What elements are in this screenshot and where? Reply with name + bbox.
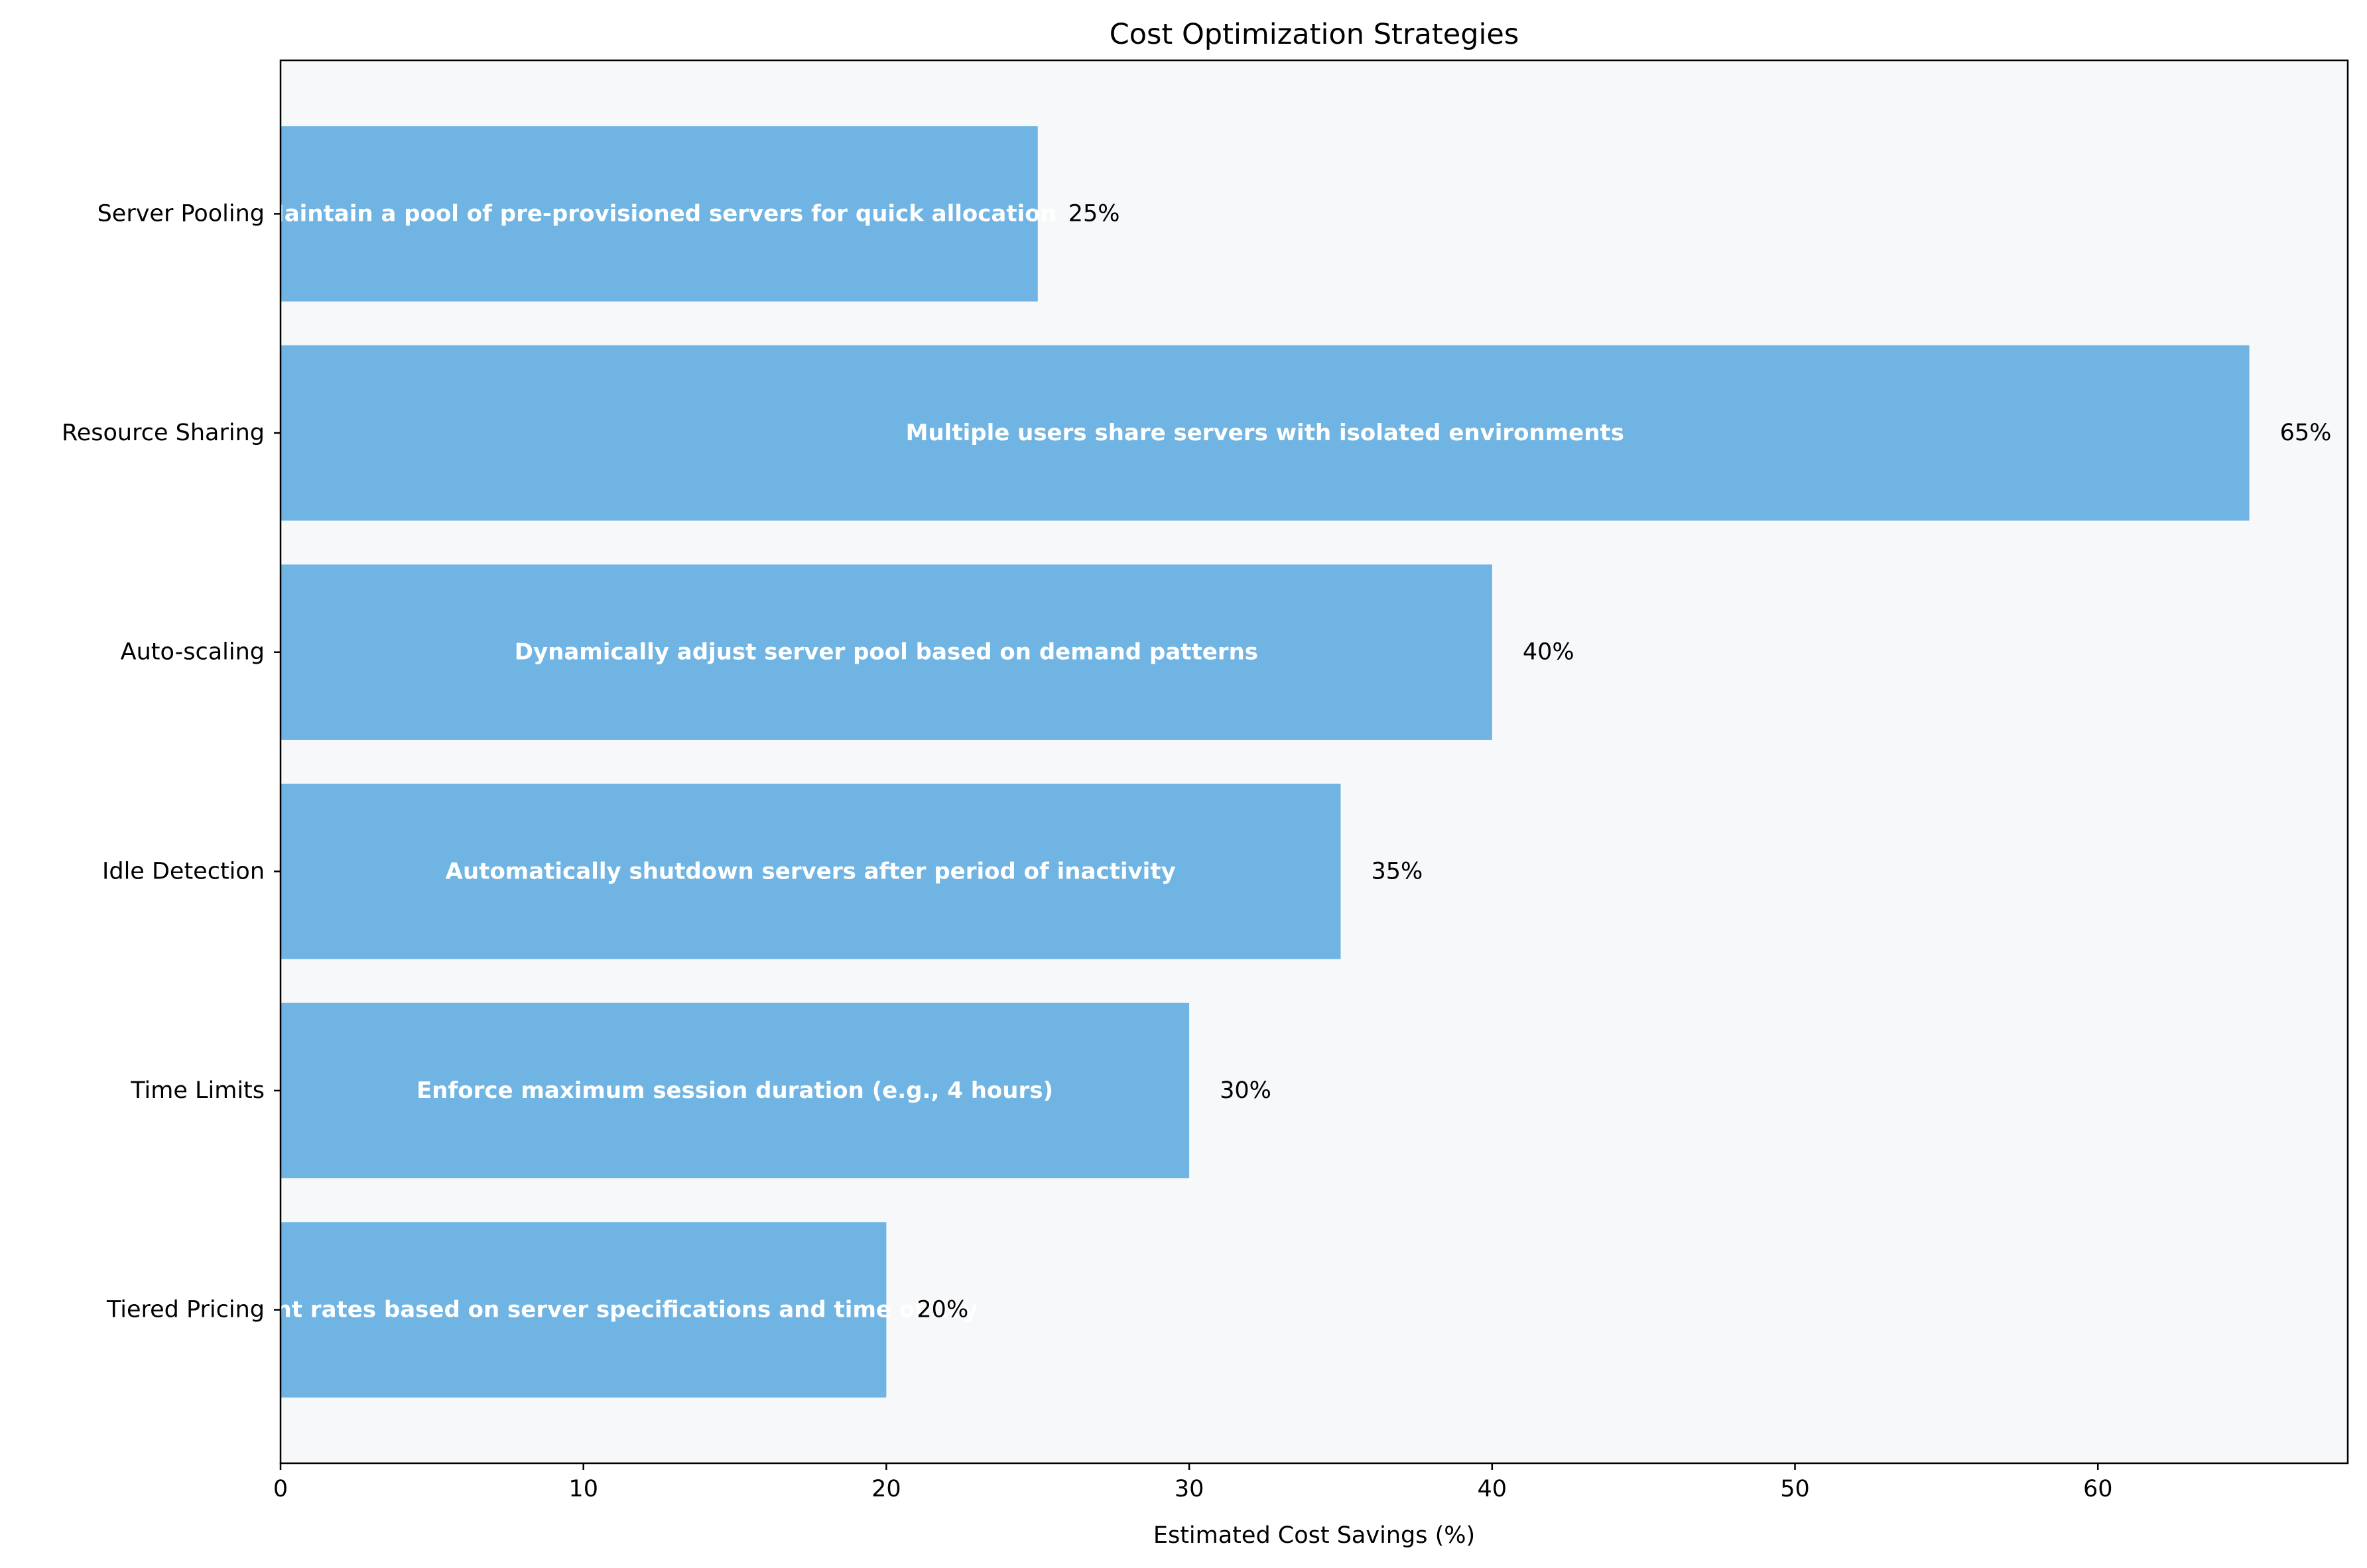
bar-value-label: 20%: [917, 1297, 968, 1323]
bar: [281, 564, 1492, 740]
bars: [281, 126, 2250, 1398]
y-tick-label: Resource Sharing: [62, 420, 265, 446]
bar-description: Enforce maximum session duration (e.g., …: [416, 1077, 1053, 1104]
y-axis: Server Pooling Resource Sharing Auto-scali…: [62, 200, 281, 1323]
x-axis-label: Estimated Cost Savings (%): [1153, 1522, 1475, 1549]
bar: [281, 784, 1341, 959]
bar-description: Maintain a pool of pre-provisioned serve…: [262, 200, 1056, 227]
y-tick-label: Auto-scaling: [121, 639, 265, 666]
x-tick-label: 0: [273, 1476, 288, 1502]
x-axis: 0 10 20 30 40 50 60: [273, 1463, 2113, 1502]
bar-value-label: 35%: [1371, 858, 1423, 884]
x-tick-label: 50: [1780, 1476, 1810, 1502]
x-tick-label: 10: [568, 1476, 598, 1502]
bar: [281, 1222, 887, 1398]
bar: [281, 345, 2250, 521]
bar-description: Dynamically adjust server pool based on …: [515, 639, 1258, 666]
y-tick-label: Idle Detection: [102, 858, 265, 884]
x-tick-label: 60: [2083, 1476, 2113, 1502]
plot-frame: [279, 59, 2349, 1465]
bar-value-label: 40%: [1523, 639, 1574, 666]
bar-description: Different rates based on server specific…: [189, 1297, 978, 1323]
x-tick-label: 20: [871, 1476, 901, 1502]
x-tick-label: 40: [1478, 1476, 1507, 1502]
bar-description: Automatically shutdown servers after per…: [446, 858, 1176, 884]
bar-value-label: 25%: [1068, 200, 1120, 227]
bar-labels: Maintain a pool of pre-provisioned serve…: [189, 200, 2331, 1323]
y-tick-label: Server Pooling: [97, 200, 265, 227]
bar: [281, 1002, 1190, 1179]
bar-value-label: 65%: [2280, 420, 2332, 446]
bar-description: Multiple users share servers with isolat…: [906, 420, 1624, 446]
y-tick-label: Time Limits: [130, 1077, 265, 1104]
y-tick-label: Tiered Pricing: [106, 1297, 265, 1323]
bar: [281, 126, 1038, 302]
bar-value-label: 30%: [1220, 1077, 1271, 1104]
chart-title: Cost Optimization Strategies: [1110, 18, 1519, 51]
x-tick-label: 30: [1175, 1476, 1204, 1502]
